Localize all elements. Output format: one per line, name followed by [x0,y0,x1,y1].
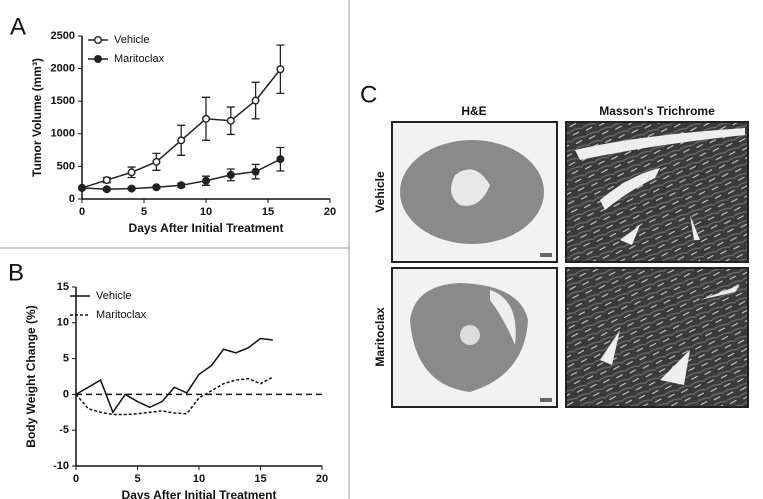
x-tick-label: 10 [193,473,205,485]
point [177,181,186,190]
column-title: Masson's Trichrome [599,104,715,118]
x-tick-label: 0 [79,206,85,218]
x-axis-label: Days After Initial Treatment [122,488,277,499]
legend-label: Vehicle [114,34,149,46]
y-axis-label: Tumor Volume (mm³) [30,58,44,177]
series-line [75,376,274,416]
point [127,168,136,177]
column-title: H&E [461,104,486,118]
micrograph [565,121,749,263]
y-tick-label: 15 [57,281,69,293]
panel-letter: B [8,259,24,286]
x-axis-label: Days After Initial Treatment [129,221,284,235]
y-tick-label: 1000 [51,128,75,140]
legend-label: Vehicle [96,290,131,302]
point [251,167,260,176]
point [201,114,210,123]
x-tick-label: 20 [316,473,328,485]
y-tick-label: 0 [69,193,75,205]
y-tick-label: 2000 [51,63,75,75]
micrograph [565,267,749,408]
x-tick-label: 5 [141,206,147,218]
y-tick-label: 2500 [51,30,75,42]
point [77,183,86,192]
y-tick-label: 0 [63,388,69,400]
y-tick-label: 10 [57,317,69,329]
y-tick-label: 5 [63,353,69,365]
x-tick-label: 15 [262,206,274,218]
y-tick-label: -5 [59,424,69,436]
x-tick-label: 15 [254,473,266,485]
micrograph [391,267,558,408]
legend-marker [93,55,102,64]
y-tick-label: 500 [57,160,75,172]
point [152,157,161,166]
panel-letter: C [360,81,377,108]
y-tick-label: -10 [53,460,69,472]
series-line [75,337,273,414]
x-tick-label: 20 [324,206,336,218]
point [152,183,161,192]
x-tick-label: 10 [200,206,212,218]
panel-letter: A [10,13,26,40]
point [226,116,235,125]
point [226,170,235,179]
point [276,155,285,164]
legend-label: Maritoclax [96,309,147,321]
micrograph [391,121,558,263]
row-title: Maritoclax [373,307,387,367]
point [251,96,260,105]
x-tick-label: 5 [134,473,140,485]
row-title: Vehicle [373,171,387,213]
legend-label: Maritoclax [114,53,165,65]
point [276,65,285,74]
point [102,185,111,194]
y-tick-label: 1500 [51,95,75,107]
x-tick-label: 0 [73,473,79,485]
point [201,176,210,185]
y-axis-label: Body Weight Change (%) [24,305,38,447]
point [177,136,186,145]
legend-marker [93,36,102,45]
point [102,176,111,185]
point [127,184,136,193]
